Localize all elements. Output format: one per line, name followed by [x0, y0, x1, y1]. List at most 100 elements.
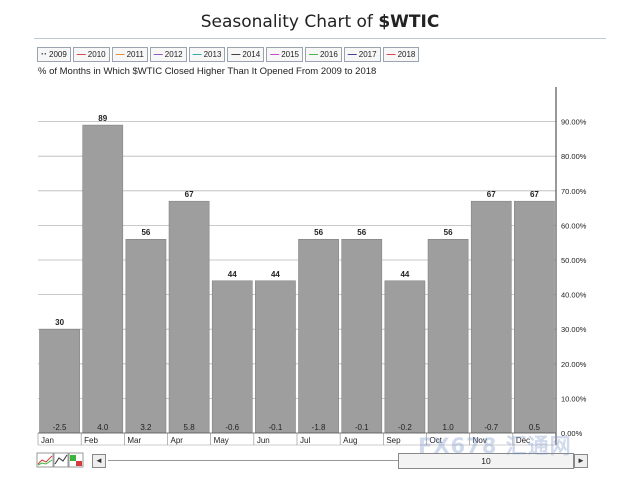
- watermark-text: FX678 汇通网: [418, 434, 572, 458]
- legend-swatch: —: [115, 49, 125, 59]
- scroll-track[interactable]: [108, 460, 576, 461]
- legend-swatch: —: [76, 49, 86, 59]
- legend-swatch: —: [347, 49, 357, 59]
- bar-value-label: 67: [185, 190, 194, 199]
- bar-Dec: [514, 200, 555, 434]
- avg-change-label: 0.5: [529, 423, 541, 432]
- y-tick-label: 40.00%: [561, 291, 587, 300]
- x-tick-label: Nov: [473, 436, 487, 445]
- legend-label: 2018: [397, 50, 416, 59]
- legend: ·· 2009—2010—2011—2012—2013—2014—2015—201…: [37, 47, 420, 62]
- bar-Mar: [125, 238, 167, 434]
- x-tick-label: Feb: [84, 436, 98, 445]
- x-tick-label: Dec: [516, 436, 530, 445]
- avg-change-label: -0.6: [225, 423, 239, 432]
- y-tick-label: 30.00%: [561, 325, 587, 334]
- bar-Jan: [39, 328, 80, 434]
- legend-label: 2016: [319, 50, 338, 59]
- x-tick-label: Sep: [386, 436, 401, 445]
- legend-item-2010[interactable]: —2010: [72, 47, 110, 62]
- avg-change-label: -0.7: [484, 423, 498, 432]
- bar-Feb: [82, 124, 124, 434]
- y-tick-label: 80.00%: [561, 152, 587, 161]
- y-tick-label: 60.00%: [561, 221, 587, 230]
- bar-Oct: [427, 238, 469, 434]
- avg-change-label: -0.1: [269, 423, 283, 432]
- bar-value-label: 56: [141, 228, 150, 237]
- bar-May: [211, 280, 253, 434]
- scroll-right-button[interactable]: ►: [574, 454, 588, 468]
- legend-item-2015[interactable]: —2015: [266, 47, 303, 62]
- y-tick-label: 50.00%: [561, 256, 587, 265]
- x-tick-label: Jul: [300, 436, 310, 445]
- x-tick-label: May: [214, 436, 229, 445]
- bar-Aug: [341, 238, 383, 434]
- bar-value-label: 56: [444, 228, 453, 237]
- legend-swatch: ··: [41, 49, 47, 59]
- legend-label: 2014: [242, 50, 261, 59]
- bar-value-label: 56: [357, 228, 366, 237]
- legend-label: 2009: [49, 50, 67, 59]
- legend-item-2018[interactable]: —2018: [382, 47, 420, 62]
- legend-swatch: —: [153, 49, 163, 59]
- avg-change-label: -2.5: [53, 423, 67, 432]
- legend-swatch: —: [270, 49, 280, 59]
- chart-subtitle: % of Months in Which $WTIC Closed Higher…: [38, 66, 377, 77]
- legend-label: 2012: [164, 50, 183, 59]
- avg-change-label: -0.1: [355, 423, 369, 432]
- legend-item-2012[interactable]: —2012: [149, 47, 187, 62]
- x-tick-label: Oct: [430, 436, 443, 445]
- y-tick-label: 70.00%: [561, 187, 587, 196]
- legend-label: 2015: [281, 50, 299, 59]
- chart-controls: ◄ 10 ►: [36, 452, 592, 470]
- bar-value-label: 44: [271, 270, 280, 279]
- bar-value-label: 44: [228, 270, 237, 279]
- y-tick-label: 90.00%: [561, 118, 587, 127]
- bar-value-label: 89: [98, 114, 107, 123]
- legend-item-2009[interactable]: ·· 2009: [37, 47, 71, 62]
- legend-swatch: —: [386, 49, 396, 59]
- y-tick-label: 0.00%: [561, 429, 583, 438]
- x-tick-label: Mar: [127, 436, 141, 445]
- title-divider: [34, 38, 606, 39]
- legend-item-2014[interactable]: —2014: [227, 47, 265, 62]
- legend-label: 2017: [358, 50, 377, 59]
- scroll-left-button[interactable]: ◄: [92, 454, 106, 468]
- x-tick-label: Apr: [171, 436, 184, 445]
- legend-item-2016[interactable]: —2016: [304, 47, 342, 62]
- bar-value-label: 56: [314, 228, 323, 237]
- legend-swatch: —: [231, 49, 241, 59]
- avg-change-label: 5.8: [184, 423, 196, 432]
- chart-title-prefix: Seasonality Chart of: [200, 12, 379, 32]
- x-tick-label: Jan: [41, 436, 54, 445]
- bar-Apr: [168, 200, 210, 434]
- avg-change-label: 4.0: [97, 423, 109, 432]
- legend-swatch: —: [308, 49, 318, 59]
- avg-change-label: -1.8: [312, 423, 326, 432]
- x-tick-label: Jun: [257, 436, 270, 445]
- legend-swatch: —: [192, 49, 202, 59]
- legend-label: 2010: [87, 50, 106, 59]
- legend-item-2017[interactable]: —2017: [343, 47, 381, 62]
- avg-change-label: -0.2: [398, 423, 412, 432]
- legend-label: 2013: [203, 50, 222, 59]
- scroll-thumb[interactable]: 10: [398, 453, 574, 469]
- chart-title: Seasonality Chart of $WTIC: [0, 12, 640, 32]
- legend-item-2013[interactable]: —2013: [188, 47, 226, 62]
- legend-label: 2011: [126, 50, 144, 59]
- bar-value-label: 30: [55, 318, 64, 327]
- bar-value-label: 67: [530, 190, 539, 199]
- watermark-logo: FX678 汇通网: [418, 430, 572, 460]
- avg-change-label: 3.2: [140, 423, 152, 432]
- legend-item-2011[interactable]: —2011: [111, 47, 148, 62]
- y-tick-label: 20.00%: [561, 360, 587, 369]
- y-tick-label: 10.00%: [561, 394, 587, 403]
- bar-value-label: 67: [487, 190, 496, 199]
- x-tick-label: Aug: [343, 436, 357, 445]
- chart-type-icons[interactable]: [36, 452, 84, 468]
- chart-title-symbol: $WTIC: [378, 12, 440, 32]
- bar-Sep: [384, 280, 426, 434]
- bar-value-label: 44: [400, 270, 409, 279]
- bar-Jul: [298, 238, 339, 434]
